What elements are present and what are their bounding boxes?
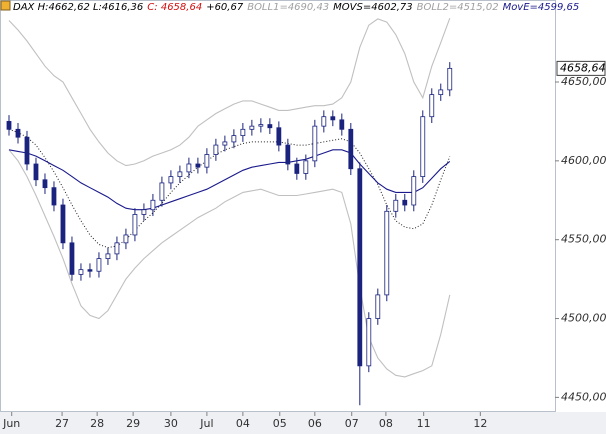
candle-body (141, 209, 147, 215)
candle-body (6, 121, 12, 130)
x-tick-label: 29 (126, 417, 140, 430)
x-tick-label: 11 (417, 417, 431, 430)
candle-body (303, 160, 309, 174)
price-marker-box (556, 60, 606, 76)
candle-body (78, 269, 84, 275)
candle-body (150, 199, 156, 211)
candle-body (384, 210, 390, 296)
candle-body (366, 318, 372, 367)
candle-body (132, 214, 138, 236)
candle-body (357, 168, 363, 367)
header: DAX H:4662,62 L:4616,36 C: 4658,64 +60,67 B… (13, 2, 579, 13)
candle-body (411, 176, 417, 206)
candle-body (447, 67, 453, 91)
x-tick-label: 28 (90, 417, 104, 430)
x-tick-label: 06 (308, 417, 322, 430)
header-icon (0, 0, 11, 11)
candle-body (60, 204, 66, 244)
candle-body (420, 116, 426, 178)
x-tick-label: 27 (55, 417, 69, 430)
candle-body (330, 116, 336, 121)
candle-body (294, 163, 300, 174)
candle-body (285, 144, 291, 165)
indicator-line (8, 18, 451, 167)
candle-body (267, 124, 273, 129)
x-tick-label: 04 (236, 417, 250, 430)
x-axis-strip (0, 412, 606, 434)
candle-body (393, 199, 399, 212)
y-tick-label: 4600,00 (561, 154, 606, 167)
x-tick-label: 08 (379, 417, 393, 430)
header-item: BOLL2=4515,02 (417, 2, 499, 13)
header-item: BOLL1=4690,43 (247, 2, 329, 13)
header-item: DAX H:4662,62 L:4616,36 (13, 2, 143, 13)
x-tick-label: Jul (199, 417, 213, 430)
candle-body (24, 136, 30, 165)
x-tick-label: 07 (345, 417, 359, 430)
candle-body (204, 154, 210, 168)
x-tick-label: Jun (2, 417, 20, 430)
candle-body (96, 258, 102, 272)
candle-body (51, 187, 57, 206)
y-tick-label: 4500,00 (561, 312, 606, 325)
candle-body (114, 242, 120, 255)
candle-body (15, 128, 21, 138)
candle-body (402, 199, 408, 206)
candle-body (159, 182, 165, 201)
x-tick-label: 05 (273, 417, 287, 430)
candle-body (321, 116, 327, 127)
candle-body (348, 128, 354, 170)
candle-body (222, 141, 228, 146)
candle-body (375, 294, 381, 319)
candle-body (168, 176, 174, 184)
candle-body (258, 124, 264, 127)
candle-body (33, 163, 39, 181)
candle-body (312, 125, 318, 162)
x-tick-label: 30 (164, 417, 178, 430)
header-item: MovE=4599,65 (503, 2, 580, 13)
candle-body (276, 127, 282, 146)
candle-body (42, 179, 48, 189)
candle-body (249, 125, 255, 130)
candle-body (105, 253, 111, 260)
candle-body (87, 269, 93, 272)
candle-body (195, 163, 201, 168)
header-item: +60,67 (206, 2, 244, 13)
header-item: MOVS=4602,73 (333, 2, 412, 13)
candle-body (213, 144, 219, 155)
candle-body (123, 234, 129, 244)
candle-body (339, 119, 345, 130)
indicator-line (8, 149, 451, 211)
x-tick-label: 12 (473, 417, 487, 430)
y-tick-label: 4650,00 (561, 75, 606, 88)
plot-frame (0, 0, 556, 412)
y-tick-label: 4550,00 (561, 233, 606, 246)
y-tick-label: 4450,00 (561, 390, 606, 403)
candle-body (186, 163, 192, 173)
indicator-line (8, 149, 451, 378)
plot (6, 18, 453, 406)
price-marker-label: 4658,64 (560, 61, 606, 74)
candle-body (69, 242, 75, 275)
candle-body (231, 135, 237, 143)
header-item: C: 4658,64 (147, 2, 202, 13)
candle-body (438, 89, 444, 96)
candle-body (429, 94, 435, 118)
candle-body (240, 128, 246, 137)
candle-body (177, 171, 183, 178)
